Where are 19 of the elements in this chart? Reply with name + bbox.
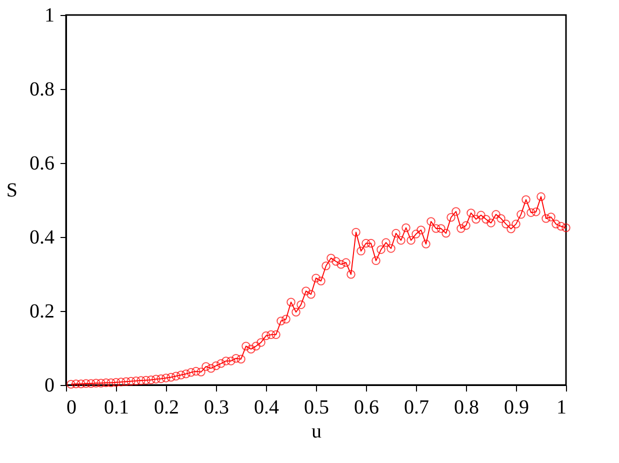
y-tick-label: 0.2	[30, 300, 54, 322]
y-tick-label: 0.4	[30, 226, 54, 248]
x-tick-label: 0.1	[104, 396, 129, 418]
x-tick-label: 0	[66, 396, 76, 418]
y-tick-label: 0	[44, 374, 54, 396]
x-tick-label: 0.7	[404, 396, 429, 418]
x-tick-label: 0.2	[154, 396, 179, 418]
x-tick-label: 0.8	[454, 396, 479, 418]
x-tick-label: 0.9	[504, 396, 529, 418]
y-axis-title: S	[6, 180, 18, 202]
x-tick-label: 0.4	[254, 396, 279, 418]
y-tick-label: 0.6	[30, 152, 54, 174]
y-tick-label: 1	[44, 4, 54, 26]
y-tick-label: 0.8	[30, 78, 54, 100]
x-tick-label: 0.6	[354, 396, 379, 418]
x-tick-label: 1	[556, 396, 566, 418]
x-tick-label: 0.5	[304, 396, 329, 418]
x-axis-title: u	[312, 420, 322, 442]
x-tick-label: 0.3	[204, 396, 229, 418]
